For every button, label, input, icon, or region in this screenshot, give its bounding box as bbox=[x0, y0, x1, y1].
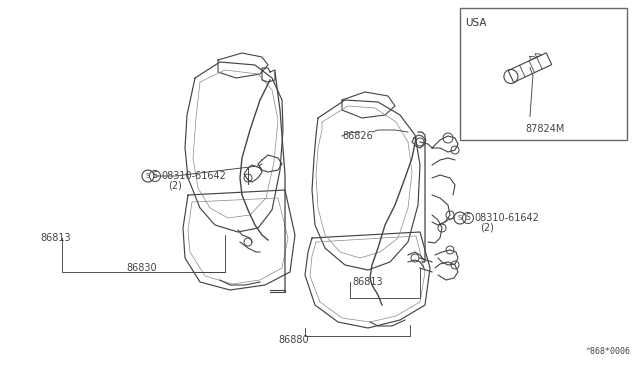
Text: S: S bbox=[466, 214, 470, 222]
Text: S: S bbox=[458, 215, 462, 221]
Text: USA: USA bbox=[465, 18, 487, 28]
Text: 08310-61642: 08310-61642 bbox=[474, 213, 539, 223]
Text: 08310-61642: 08310-61642 bbox=[161, 171, 226, 181]
Text: 86813: 86813 bbox=[40, 233, 70, 243]
Text: (2): (2) bbox=[168, 181, 182, 191]
Text: 86880: 86880 bbox=[278, 335, 308, 345]
Text: ^868*0006: ^868*0006 bbox=[586, 347, 630, 356]
Text: S: S bbox=[146, 173, 150, 179]
Text: (2): (2) bbox=[480, 223, 494, 233]
Text: 86826: 86826 bbox=[342, 131, 372, 141]
Text: 87824M: 87824M bbox=[525, 125, 564, 134]
Text: 86830: 86830 bbox=[126, 263, 157, 273]
Text: S: S bbox=[152, 171, 157, 180]
Text: 86813: 86813 bbox=[352, 277, 383, 287]
Bar bbox=[460, 8, 627, 140]
